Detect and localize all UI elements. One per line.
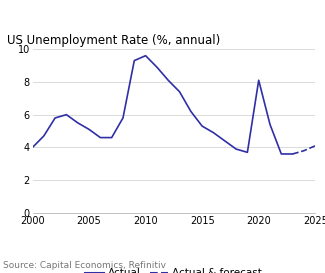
Legend: Actual, Actual & forecast: Actual, Actual & forecast [81,264,266,273]
Text: Source: Capital Economics, Refinitiv: Source: Capital Economics, Refinitiv [3,261,166,270]
Text: US Unemployment Rate (%, annual): US Unemployment Rate (%, annual) [7,34,220,47]
